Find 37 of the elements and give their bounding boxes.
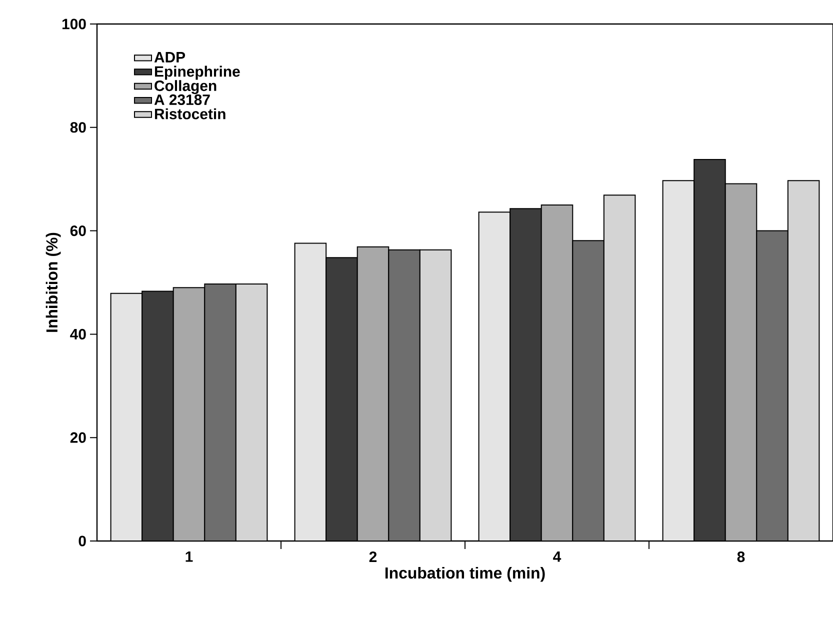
bar bbox=[541, 204, 573, 541]
legend-label: Collagen bbox=[154, 80, 216, 94]
x-tick-label: 8 bbox=[737, 552, 745, 562]
bar bbox=[173, 288, 205, 541]
y-tick-label: 40 bbox=[70, 328, 86, 340]
x-tick-label: 1 bbox=[186, 552, 193, 562]
bar bbox=[756, 230, 788, 541]
bar bbox=[294, 243, 326, 541]
bar bbox=[388, 250, 420, 541]
bar bbox=[236, 284, 268, 541]
bar bbox=[510, 208, 542, 541]
y-tick-label: 80 bbox=[70, 122, 86, 133]
y-tick-label: 0 bbox=[78, 536, 86, 546]
y-tick-label: 100 bbox=[62, 18, 86, 30]
legend-label: ADP bbox=[154, 52, 186, 62]
bar bbox=[724, 183, 758, 541]
bar bbox=[204, 284, 236, 541]
y-axis-title: Inhibition (%) bbox=[46, 232, 61, 332]
y-tick-label: 60 bbox=[70, 226, 86, 236]
x-axis-title: Incubation time (min) bbox=[385, 566, 545, 582]
x-tick-label: 4 bbox=[553, 552, 562, 562]
bar bbox=[142, 291, 174, 541]
bar bbox=[787, 180, 820, 541]
bar bbox=[110, 293, 142, 541]
x-tick-label: 2 bbox=[369, 552, 377, 562]
bar bbox=[357, 246, 389, 541]
legend-label: Ristocetin bbox=[155, 108, 226, 120]
legend-label: A 23187 bbox=[154, 94, 210, 106]
bar bbox=[572, 240, 604, 541]
bar bbox=[662, 180, 695, 541]
bar bbox=[420, 250, 452, 541]
bar bbox=[604, 195, 636, 541]
bar bbox=[326, 258, 358, 541]
legend-label: Epinephrine bbox=[155, 66, 240, 80]
bar bbox=[694, 158, 726, 541]
y-tick-label: 20 bbox=[70, 432, 86, 443]
bar bbox=[478, 212, 510, 541]
